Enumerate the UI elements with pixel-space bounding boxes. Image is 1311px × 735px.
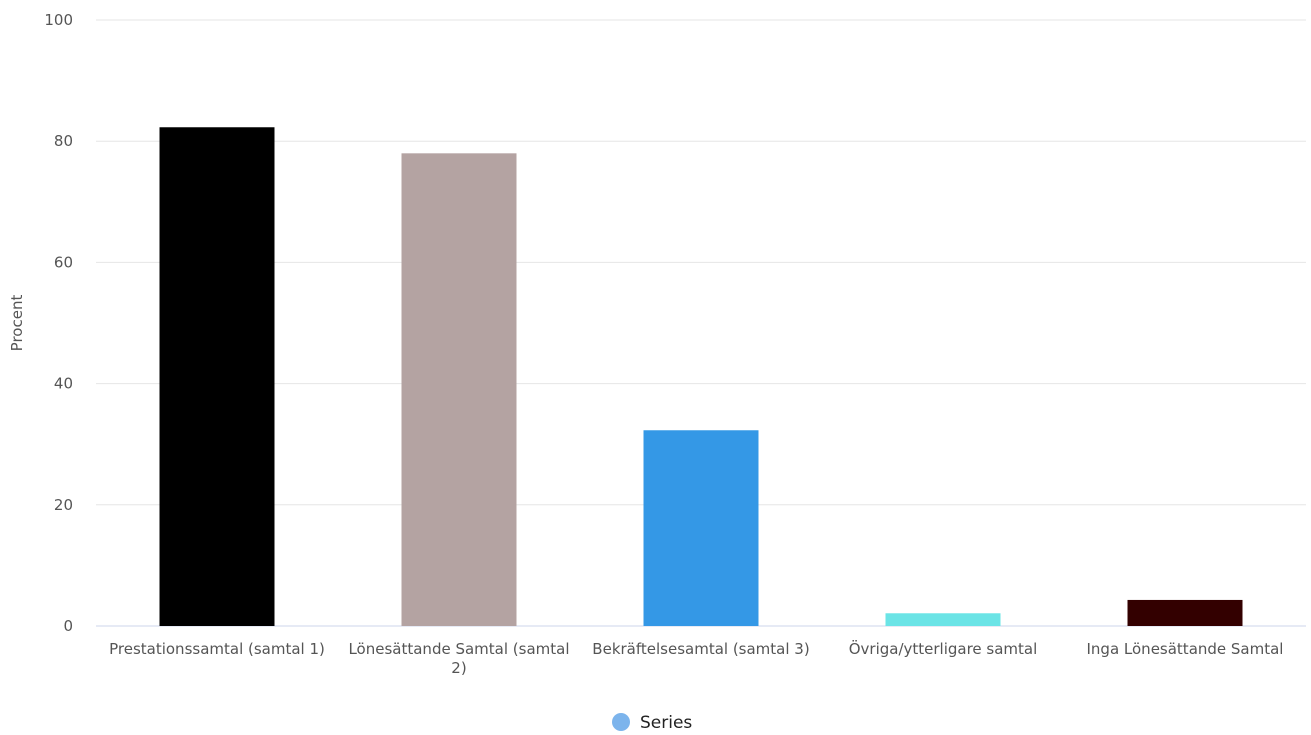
bar[interactable] — [1128, 600, 1243, 626]
y-tick-label: 0 — [63, 617, 73, 635]
bar[interactable] — [160, 127, 275, 626]
x-tick-label: Lönesättande Samtal (samtal 2) — [348, 640, 569, 677]
y-tick-label: 40 — [54, 375, 73, 393]
legend-marker — [612, 713, 630, 731]
bars — [160, 127, 1243, 626]
y-tick-label: 80 — [54, 132, 73, 150]
y-tick-label: 60 — [54, 253, 73, 271]
y-axis-ticks: 0 20 40 60 80 100 — [44, 11, 73, 635]
x-tick-label: Prestationssamtal (samtal 1) — [109, 640, 325, 658]
x-tick-label: Övriga/ytterligare samtal — [849, 639, 1038, 658]
x-tick-label: Inga Lönesättande Samtal — [1087, 640, 1284, 658]
x-axis-ticks: Prestationssamtal (samtal 1) Lönesättande… — [109, 639, 1283, 677]
legend-label: Series — [640, 713, 692, 733]
y-tick-label: 20 — [54, 496, 73, 514]
bar[interactable] — [402, 153, 517, 626]
x-tick-label: Bekräftelsesamtal (samtal 3) — [592, 640, 809, 658]
bar[interactable] — [886, 613, 1001, 626]
y-tick-label: 100 — [44, 11, 73, 29]
legend[interactable]: Series — [612, 713, 692, 733]
bar[interactable] — [644, 430, 759, 626]
legend-item[interactable]: Series — [612, 713, 692, 733]
y-axis-label: Procent — [8, 295, 26, 352]
